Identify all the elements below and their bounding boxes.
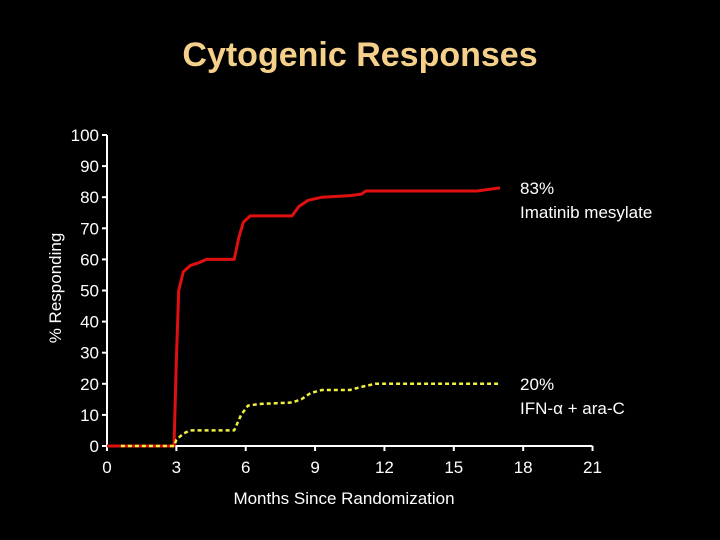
x-tick-label: 15	[444, 458, 463, 477]
y-tick-label: 100	[71, 126, 99, 145]
y-tick-label: 30	[80, 344, 99, 363]
series-layer	[107, 186, 501, 448]
series-name-label: Imatinib mesylate	[520, 203, 652, 222]
x-tick-label: 12	[375, 458, 394, 477]
series-line-ifn-ara-c	[120, 382, 500, 448]
x-tick-label: 3	[172, 458, 181, 477]
chart-title: Cytogenic Responses	[182, 36, 538, 74]
annotations: 83% Imatinib mesylate 20% IFN-α + ara-C	[520, 179, 652, 418]
series-final-value: 83%	[520, 179, 554, 198]
y-tick-label: 80	[80, 188, 99, 207]
series-final-value: 20%	[520, 375, 554, 394]
y-tick-label: 60	[80, 250, 99, 269]
x-tick-label: 9	[310, 458, 319, 477]
y-tick-label: 50	[80, 282, 99, 301]
series-name-label: IFN-α + ara-C	[520, 399, 625, 418]
x-tick-label: 0	[102, 458, 111, 477]
x-tick-label: 6	[241, 458, 250, 477]
series-line-imatinib	[107, 186, 501, 448]
y-axis-label: % Responding	[46, 233, 65, 344]
y-tick-label: 0	[90, 437, 99, 456]
axes: 0 10 20 30 40 50 60 70 80 90 100 0 3 6 9 12 15 18 21	[71, 126, 602, 477]
x-tick-label: 18	[514, 458, 533, 477]
x-tick-label: 21	[583, 458, 602, 477]
y-tick-label: 90	[80, 157, 99, 176]
x-axis-label: Months Since Randomization	[233, 489, 454, 508]
y-tick-label: 10	[80, 406, 99, 425]
y-tick-label: 40	[80, 313, 99, 332]
y-tick-label: 70	[80, 219, 99, 238]
y-tick-label: 20	[80, 375, 99, 394]
